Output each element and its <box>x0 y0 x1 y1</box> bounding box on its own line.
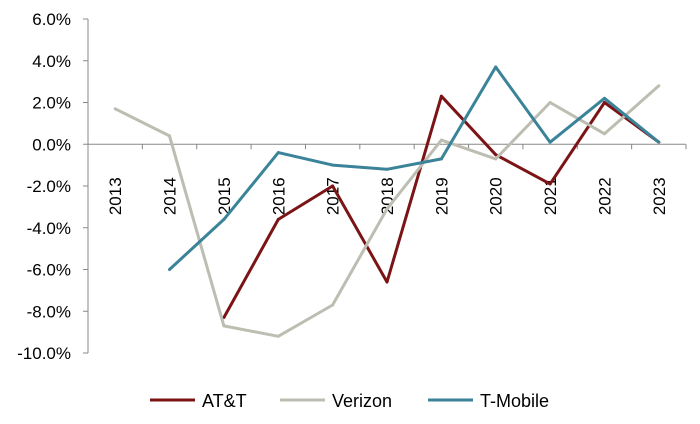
x-tick-label: 2016 <box>269 177 288 215</box>
x-tick-label: 2015 <box>215 177 234 215</box>
data-point-t-mobile <box>439 157 443 161</box>
x-tick-label: 2023 <box>650 177 669 215</box>
data-point-verizon <box>657 84 661 88</box>
x-tick-label: 2019 <box>432 177 451 215</box>
data-point-at-t <box>331 184 335 188</box>
data-point-verizon <box>439 138 443 142</box>
x-tick-label: 2018 <box>378 177 397 215</box>
y-tick-label: -4.0% <box>27 219 71 238</box>
legend-label-verizon: Verizon <box>332 391 392 411</box>
data-point-t-mobile <box>494 65 498 69</box>
data-point-t-mobile <box>331 163 335 167</box>
data-point-at-t <box>494 153 498 157</box>
data-point-verizon <box>222 324 226 328</box>
data-point-verizon <box>331 303 335 307</box>
y-tick-label: 4.0% <box>32 52 71 71</box>
data-point-t-mobile <box>168 268 172 271</box>
x-tick-label: 2022 <box>595 177 614 215</box>
data-point-verizon <box>276 334 280 338</box>
data-point-verizon <box>548 101 552 104</box>
data-point-verizon <box>602 132 606 136</box>
data-point-verizon <box>113 107 117 111</box>
legend-label-t-mobile: T-Mobile <box>480 391 549 411</box>
series-line-t-mobile <box>168 65 660 271</box>
data-point-t-mobile <box>222 217 226 221</box>
data-point-at-t <box>439 94 443 98</box>
series-line-verizon <box>114 84 660 338</box>
x-tick-label: 2014 <box>161 177 180 215</box>
data-point-at-t <box>276 217 280 221</box>
y-tick-label: -2.0% <box>27 177 71 196</box>
y-tick-label: 2.0% <box>32 94 71 113</box>
y-tick-label: -10.0% <box>17 344 71 363</box>
data-point-t-mobile <box>602 96 606 100</box>
data-point-t-mobile <box>385 167 389 171</box>
x-tick-label: 2021 <box>541 177 560 215</box>
data-point-at-t <box>385 280 389 284</box>
y-tick-label: -8.0% <box>27 302 71 321</box>
y-tick-label: 6.0% <box>32 10 71 29</box>
data-point-t-mobile <box>657 140 661 144</box>
legend-label-at-t: AT&T <box>202 391 247 411</box>
data-point-at-t <box>548 182 552 186</box>
y-tick-label: 0.0% <box>32 135 71 154</box>
y-tick-label: -6.0% <box>27 261 71 280</box>
data-point-verizon <box>385 207 389 211</box>
x-tick-label: 2013 <box>106 177 125 215</box>
x-tick-label: 2020 <box>487 177 506 215</box>
data-point-t-mobile <box>276 151 280 155</box>
data-point-verizon <box>168 134 172 138</box>
data-point-verizon <box>494 157 498 161</box>
x-tick-label: 2017 <box>324 177 343 215</box>
data-point-at-t <box>602 101 606 104</box>
data-point-t-mobile <box>548 140 552 144</box>
